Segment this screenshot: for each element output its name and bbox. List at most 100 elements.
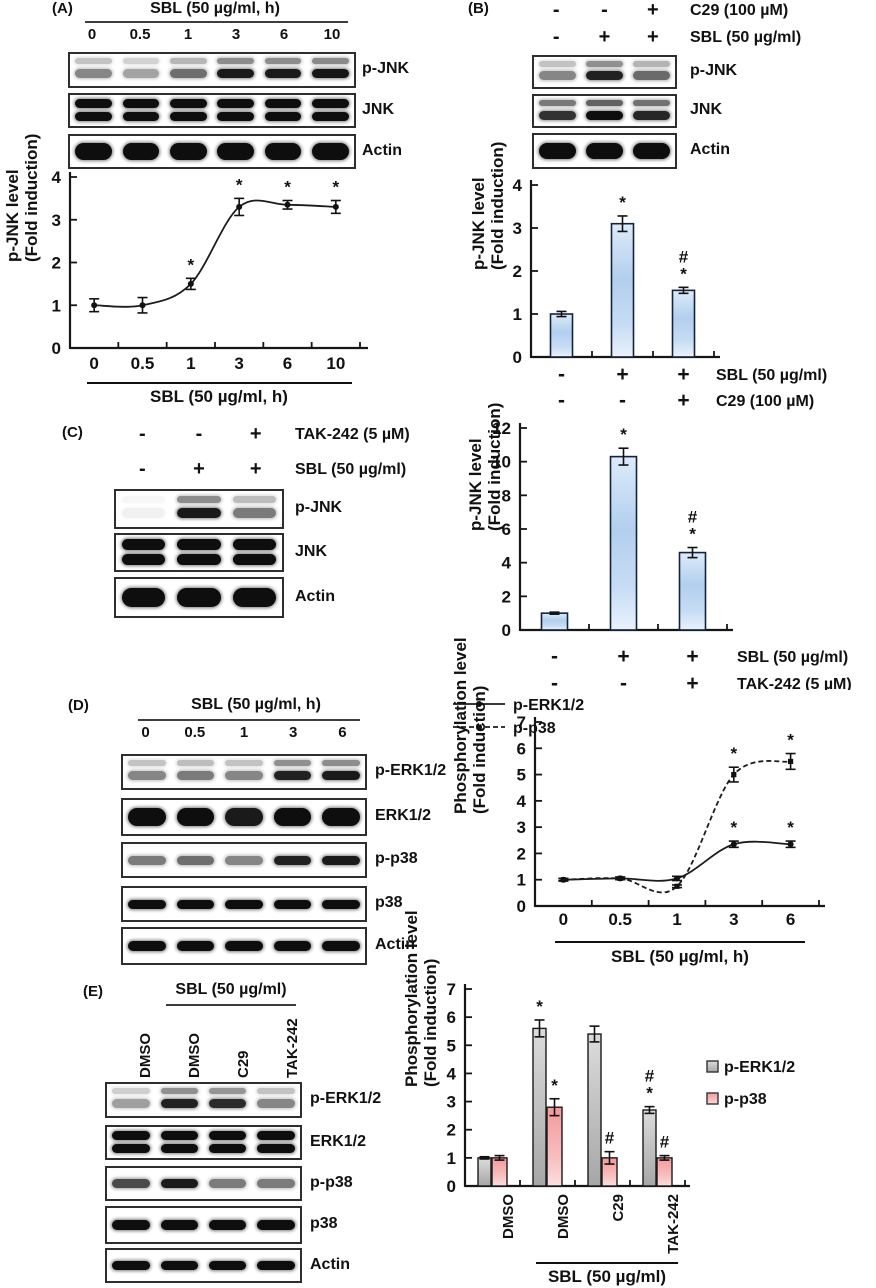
data-point <box>617 875 623 881</box>
treatment-symbol: - <box>195 423 203 445</box>
blot-band <box>539 99 576 106</box>
condition-symbol: + <box>686 672 698 690</box>
blot-band <box>169 98 207 109</box>
blot-band <box>539 142 576 160</box>
blot-band <box>176 760 215 767</box>
blot-row-label: p-p38 <box>310 1173 353 1191</box>
blot-row-label: JNK <box>295 542 328 560</box>
condition-symbol: + <box>616 363 628 386</box>
significance-mark: # <box>679 247 689 266</box>
x-tick-label-rotated: DMSO <box>499 1194 517 1239</box>
phospho-inhibitor-bar-chart: 0 1 2 3 4 5 6 7 * * # * # # SBL (50 µg/ml) p-ERK1/2 p-p3… <box>390 910 876 1288</box>
data-point <box>284 201 291 208</box>
y-tick-label: 4 <box>513 176 523 195</box>
blot-D-perk12 <box>121 754 367 790</box>
blot-band <box>177 554 221 565</box>
lane-label-rotated: DMSO <box>185 1033 203 1078</box>
blot-band <box>208 1130 247 1141</box>
blot-band <box>273 771 312 781</box>
treatment-symbol: + <box>193 458 205 480</box>
treatment-label: C29 (100 µM) <box>690 2 789 19</box>
panel-e-label: (E) <box>83 983 103 1000</box>
y-tick-label: 1 <box>517 871 526 890</box>
blot-band <box>273 941 312 952</box>
blot-band <box>176 941 215 952</box>
x-tick-label: 6 <box>786 910 795 929</box>
y-tick-label: 8 <box>502 486 511 505</box>
y-tick-label: 2 <box>447 1121 456 1140</box>
panel-a-treatment-header: SBL (50 µg/ml, h) <box>150 0 280 17</box>
legend-swatch <box>706 1092 719 1105</box>
blot-row-label: p-ERK1/2 <box>375 762 447 779</box>
significance-mark: # <box>688 508 698 527</box>
y-tick-label: 5 <box>517 766 526 785</box>
y-tick-label: 2 <box>52 254 61 273</box>
condition-symbol: - <box>558 389 565 412</box>
y-tick-label: 3 <box>52 211 61 230</box>
condition-label: SBL (50 µg/ml) <box>737 649 848 666</box>
blot-band <box>232 587 276 608</box>
x-axis-title: SBL (50 µg/ml, h) <box>150 387 288 406</box>
x-tick-label: 0.5 <box>608 910 632 929</box>
blot-band <box>311 98 349 109</box>
y-tick-label: 0 <box>502 621 511 640</box>
blot-band <box>128 771 167 781</box>
blot-row-label: p38 <box>310 1215 338 1232</box>
blot-B-actin <box>532 133 677 169</box>
blot-band <box>75 143 113 160</box>
blot-band <box>321 899 360 910</box>
condition-symbol: - <box>619 389 626 412</box>
x-tick-label: 3 <box>234 354 243 373</box>
blot-C-pjnk <box>114 489 284 529</box>
blot-band <box>232 554 276 565</box>
legend-label: p-p38 <box>513 720 556 737</box>
significance-mark: * <box>730 744 737 763</box>
blot-band <box>633 142 670 160</box>
blot-band <box>257 1179 295 1189</box>
panel-c-label: (C) <box>62 424 83 441</box>
blot-band <box>122 98 160 109</box>
y-tick-label: 5 <box>447 1036 456 1055</box>
lane-label: 0 <box>87 26 97 43</box>
blot-row-label: Actin <box>295 587 335 605</box>
y-tick-label: 6 <box>517 739 526 758</box>
x-tick-label: 0 <box>559 910 568 929</box>
panel-a-header-underline <box>85 21 348 23</box>
y-tick-label: 7 <box>447 980 456 999</box>
blot-band <box>311 143 349 160</box>
blot-A-jnk <box>68 93 356 128</box>
blot-band <box>112 1261 150 1271</box>
treatment-label: SBL (50 µg/ml) <box>690 29 802 46</box>
condition-label: SBL (50 µg/ml) <box>716 367 827 384</box>
blot-E-perk12 <box>105 1082 302 1118</box>
pjnk-time-course-chart: 0 1 2 3 4 * * * * 0 0.5 1 3 6 10 SBL (50 µg/ml, h) p-JNK… <box>0 134 438 416</box>
lane-label-rotated: DMSO <box>136 1033 154 1078</box>
blot-band <box>217 69 255 79</box>
y-tick-label: 0 <box>513 348 522 367</box>
blot-band <box>257 1261 295 1271</box>
blot-band <box>75 58 113 65</box>
blot-band <box>586 142 623 160</box>
blot-band <box>176 808 215 826</box>
blot-E-actin <box>105 1248 302 1283</box>
lane-label-rotated: TAK-242 <box>284 1018 302 1078</box>
blot-band <box>264 98 302 109</box>
series-line-p-p38 <box>563 760 791 894</box>
blot-band <box>586 99 623 106</box>
x-tick-label: 0 <box>89 354 98 373</box>
y-tick-label: 2 <box>502 587 511 606</box>
treatment-symbol: - <box>552 0 560 21</box>
blot-band <box>169 143 207 160</box>
significance-mark: * <box>536 997 543 1016</box>
y-tick-label: 10 <box>492 453 511 472</box>
blot-band <box>586 111 623 120</box>
bar <box>671 289 696 358</box>
y-tick-label: 4 <box>447 1064 457 1083</box>
blot-band <box>257 1130 295 1141</box>
blot-band <box>176 899 215 910</box>
blot-band <box>208 1088 247 1095</box>
legend-label: p-p38 <box>724 1091 767 1108</box>
blot-D-actin <box>121 927 367 965</box>
blot-band <box>160 1099 199 1109</box>
y-tick-label: 4 <box>517 792 527 811</box>
